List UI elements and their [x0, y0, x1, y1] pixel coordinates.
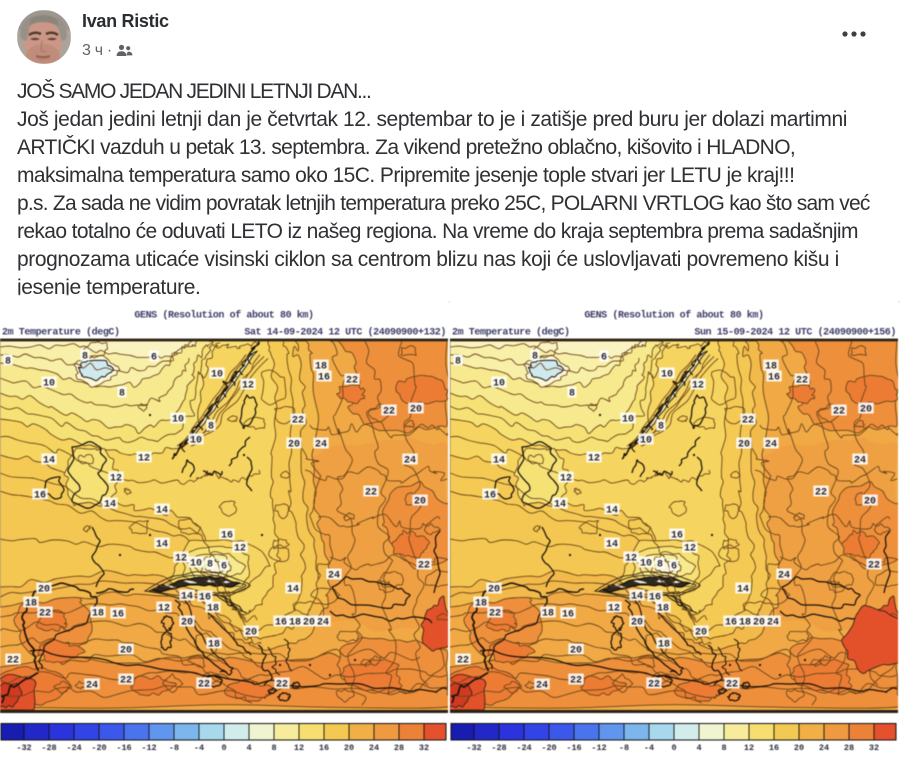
svg-text:32: 32 [419, 743, 429, 753]
svg-text:-12: -12 [591, 743, 606, 753]
svg-text:2m Temperature (degC): 2m Temperature (degC) [452, 327, 570, 339]
svg-text:20: 20 [794, 743, 804, 753]
svg-text:-24: -24 [516, 743, 531, 753]
svg-text:28: 28 [844, 743, 854, 753]
svg-text:20: 20 [344, 743, 354, 753]
svg-text:-20: -20 [541, 743, 556, 753]
svg-text:12: 12 [294, 743, 304, 753]
svg-text:-4: -4 [194, 743, 204, 753]
svg-text:32: 32 [869, 743, 879, 753]
svg-text:0: 0 [671, 743, 676, 753]
svg-text:-28: -28 [41, 743, 56, 753]
svg-text:16: 16 [769, 743, 779, 753]
svg-text:28: 28 [394, 743, 404, 753]
svg-text:-24: -24 [66, 743, 81, 753]
svg-text:2m Temperature (degC): 2m Temperature (degC) [2, 327, 120, 339]
svg-text:24: 24 [369, 743, 379, 753]
svg-text:GENS (Resolution of about 80 k: GENS (Resolution of about 80 km) [134, 310, 313, 322]
svg-text:Sat 14-09-2024 12 UTC (2409090: Sat 14-09-2024 12 UTC (24090900+132) [244, 327, 446, 339]
svg-text:-8: -8 [619, 743, 629, 753]
svg-text:-16: -16 [116, 743, 131, 753]
svg-text:4: 4 [696, 743, 701, 753]
svg-text:8: 8 [271, 743, 276, 753]
svg-text:-32: -32 [466, 743, 481, 753]
svg-text:-4: -4 [644, 743, 654, 753]
svg-text:GENS (Resolution of about 80 k: GENS (Resolution of about 80 km) [584, 310, 763, 322]
svg-text:-16: -16 [566, 743, 581, 753]
svg-text:-32: -32 [16, 743, 31, 753]
svg-text:0: 0 [221, 743, 226, 753]
svg-text:-28: -28 [491, 743, 506, 753]
svg-text:-20: -20 [91, 743, 106, 753]
svg-text:12: 12 [744, 743, 754, 753]
svg-text:Sun 15-09-2024 12 UTC (2409090: Sun 15-09-2024 12 UTC (24090900+156) [694, 327, 896, 339]
svg-text:4: 4 [246, 743, 251, 753]
svg-text:8: 8 [721, 743, 726, 753]
svg-text:-12: -12 [141, 743, 156, 753]
svg-text:16: 16 [319, 743, 329, 753]
svg-text:24: 24 [819, 743, 829, 753]
svg-text:-8: -8 [169, 743, 179, 753]
